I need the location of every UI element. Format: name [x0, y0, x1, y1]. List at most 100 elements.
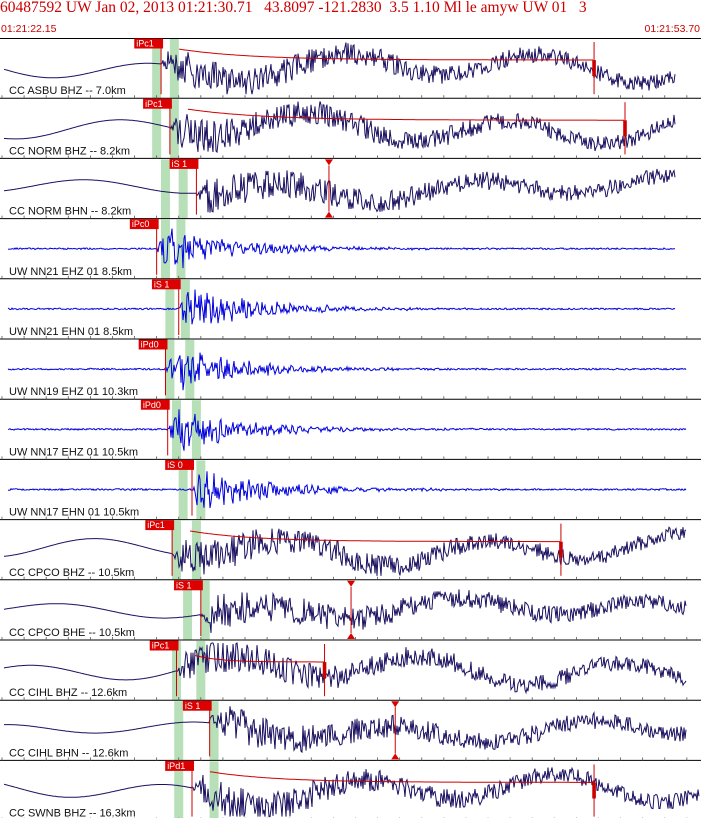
amplitude-marker [391, 753, 400, 760]
window-band [172, 520, 182, 580]
coda-block [322, 662, 327, 679]
pick-flag [174, 580, 203, 591]
pick-flag [129, 219, 159, 230]
coda-block [592, 60, 596, 77]
channel-label: CC CIHL BHZ -- 12.6km [9, 687, 127, 699]
window-band [191, 520, 201, 580]
waveform-trace [7, 409, 687, 451]
start-time-label: 01:21:22.15 [1, 23, 57, 35]
pick-label: iS 1 [172, 159, 188, 169]
window-band [169, 99, 179, 159]
window-band [209, 761, 219, 818]
trace-row: iPd1 CC SWNB BHZ -- 16.3km [1, 760, 700, 818]
pick-label: iS 1 [154, 279, 170, 289]
window-band [200, 580, 210, 640]
amplitude-marker [324, 211, 333, 218]
coda-envelope [187, 108, 624, 121]
pick-label: iPc1 [152, 641, 170, 651]
coda-envelope [179, 48, 594, 61]
window-band [174, 761, 184, 818]
window-band [165, 279, 175, 339]
pick-flag [165, 459, 194, 470]
pick-label: iPc1 [147, 520, 165, 530]
coda-block [623, 120, 627, 137]
channel-label: CC SWNB BHZ -- 16.3km [9, 808, 136, 818]
channel-label: CC NORM BHZ -- 8.2km [9, 145, 130, 157]
window-band [152, 39, 162, 99]
event-header: 60487592 UW Jan 02, 2013 01:21:30.71 43.… [0, 0, 701, 38]
waveform-trace [4, 706, 687, 754]
trace-row: iPc1 CC ASBU BHZ -- 7.0km [0, 38, 701, 99]
pick-flag [182, 700, 212, 711]
waveform-trace [3, 526, 687, 576]
waveform-trace [7, 352, 687, 391]
pick-flag [143, 98, 172, 109]
pick-flag [149, 640, 179, 651]
channel-label: UW NN17 EHZ 01 10.5km [9, 446, 138, 458]
trace-row: iPc1 CC NORM BHZ -- 8.2km [0, 98, 701, 159]
seismogram-plot: iPc1 CC ASBU BHZ -- 7.0km iPc1 CC NORM BHZ … [0, 38, 701, 818]
window-band [185, 340, 195, 400]
pick-label: iS 1 [185, 701, 201, 711]
window-band [160, 159, 170, 219]
channel-label: CC CPCO BHZ -- 10.5km [9, 567, 134, 579]
window-band [178, 159, 188, 219]
trace-row: iS 1 CC CIHL BHN -- 12.6km [0, 700, 701, 761]
trace-row: iPc1 CC CIHL BHZ -- 12.6km [0, 640, 701, 701]
trace-row: iPc0 UW NN21 EHZ 01 8.5km [0, 219, 701, 280]
window-band [172, 400, 182, 460]
pick-label: iPc1 [145, 99, 163, 109]
channel-label: UW NN17 EHN 01 10.5km [9, 507, 139, 519]
pick-label: iPc0 [132, 219, 150, 229]
waveform-trace [3, 766, 700, 818]
pick-flag [169, 158, 199, 169]
pick-label: iPd0 [143, 400, 161, 410]
waveform-trace [7, 471, 687, 509]
waveform-trace [3, 42, 676, 95]
end-time-label: 01:21:53.70 [644, 23, 700, 35]
waveform-trace [7, 228, 675, 269]
channel-label: CC CPCO BHE -- 10.5km [9, 627, 135, 639]
amplitude-marker [347, 633, 356, 639]
waveform-trace [3, 101, 676, 154]
amplitude-marker [347, 580, 356, 587]
window-band [196, 641, 206, 701]
channel-label: CC CIHL BHN -- 12.6km [9, 747, 128, 759]
window-band [152, 99, 162, 159]
window-band [183, 580, 193, 640]
coda-envelope [190, 530, 561, 543]
waveform-trace [3, 642, 687, 695]
coda-envelope [209, 771, 594, 783]
trace-row: iS 1 CC CPCO BHE -- 10.5km [0, 580, 701, 641]
channel-label: UW NN19 EHZ 01 10.3km [9, 386, 138, 398]
pick-flag [140, 399, 170, 410]
coda-block [592, 782, 596, 799]
window-band [180, 279, 190, 339]
waveform-trace [3, 168, 676, 213]
channel-label: UW NN21 EHZ 01 8.5km [9, 266, 132, 278]
window-band [178, 460, 188, 520]
amplitude-marker [324, 159, 333, 166]
event-title: 60487592 UW Jan 02, 2013 01:21:30.71 43.… [0, 0, 587, 16]
window-band [174, 701, 184, 761]
window-band [160, 219, 170, 279]
pick-flag [165, 760, 194, 771]
pick-label: iPc1 [136, 39, 154, 49]
window-band [176, 219, 186, 279]
pick-flag [151, 279, 181, 290]
trace-row: iS 0 UW NN17 EHN 01 10.5km [0, 459, 701, 521]
trace-row: iS 1 UW NN21 EHN 01 8.5km [0, 279, 701, 340]
window-band [165, 340, 175, 400]
pick-label: iS 0 [167, 460, 183, 470]
pick-flag [145, 520, 175, 531]
window-band [209, 701, 219, 761]
pick-flag [138, 339, 168, 350]
pick-label: iS 1 [176, 580, 192, 590]
coda-envelope [194, 654, 325, 663]
trace-row: iPd0 UW NN19 EHZ 01 10.3km [0, 339, 701, 400]
amplitude-marker [391, 701, 400, 708]
channel-label: UW NN21 EHN 01 8.5km [9, 326, 133, 338]
pick-label: iPd0 [141, 340, 159, 350]
coda-block [559, 541, 563, 558]
trace-row: iS 1 CC NORM BHN -- 8.2km [0, 158, 701, 220]
